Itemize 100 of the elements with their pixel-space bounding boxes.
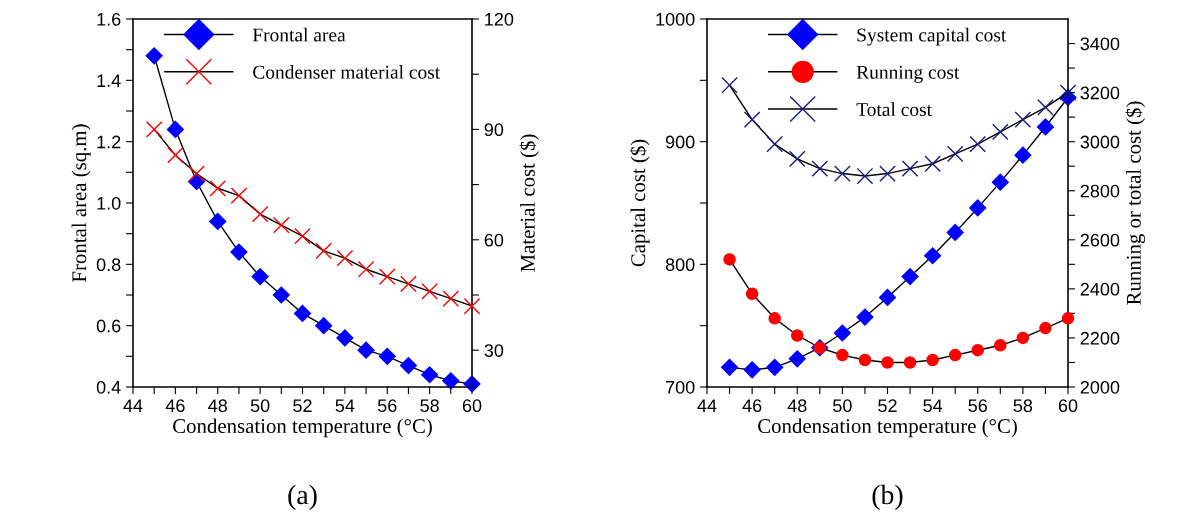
point [991, 173, 1009, 191]
point [723, 253, 736, 266]
point [881, 356, 894, 369]
point [230, 243, 248, 261]
point [1036, 118, 1054, 136]
y2-tick-label: 90 [484, 123, 504, 137]
point [878, 288, 897, 307]
point [903, 356, 917, 369]
x-tick-label: 48 [787, 399, 807, 413]
legend-label: Frontal area [252, 27, 346, 42]
x-axis-title: Condensation temperature (°C) [173, 418, 432, 438]
point [442, 290, 460, 308]
point [879, 165, 896, 182]
point [230, 187, 248, 204]
point [378, 268, 396, 285]
y2-tick-label: 30 [484, 344, 504, 357]
point [946, 223, 964, 241]
x-tick-label: 50 [833, 399, 852, 413]
y2-tick-label: 2200 [1080, 331, 1120, 345]
point [399, 356, 417, 375]
y2-tick-label: 3200 [1080, 86, 1120, 100]
point [856, 167, 874, 185]
x-tick-label: 50 [250, 399, 270, 413]
point [421, 366, 439, 384]
point [1039, 321, 1052, 335]
point [745, 287, 759, 301]
y-tick-label: 0.4 [96, 380, 121, 394]
point [272, 216, 290, 234]
y-tick-label: 800 [665, 258, 695, 272]
x-tick-label: 60 [1058, 399, 1078, 413]
point [209, 212, 227, 230]
y-axis-title: Capital cost ($) [629, 139, 650, 267]
point [357, 341, 375, 359]
x-axis-title: Condensation temperature (°C) [758, 418, 1017, 438]
y2-tick-label: 2000 [1080, 380, 1120, 394]
point [971, 343, 985, 357]
point [336, 329, 354, 347]
point [251, 205, 269, 223]
y2-tick-label: 2400 [1080, 282, 1120, 296]
point [969, 135, 987, 153]
x-tick-label: 46 [742, 399, 762, 413]
y2-axis-title: Running or total cost ($) [1125, 101, 1146, 305]
x-tick-label: 54 [335, 399, 355, 413]
legend-label: System capital cost [857, 27, 1007, 46]
y2-tick-label: 2800 [1080, 184, 1120, 198]
point [1016, 331, 1030, 345]
x-tick-label: 58 [420, 399, 439, 413]
point [251, 268, 269, 286]
point [378, 347, 396, 365]
y-tick-label: 0.6 [96, 319, 121, 333]
y-tick-label: 1.0 [97, 196, 121, 210]
point [315, 317, 333, 335]
y2-tick-label: 2600 [1080, 233, 1120, 247]
point [833, 324, 851, 342]
point [293, 304, 312, 322]
point [166, 120, 184, 138]
point [1061, 312, 1075, 325]
x-tick-label: 54 [923, 399, 943, 413]
point [788, 350, 806, 368]
x-tick-label: 52 [878, 399, 897, 413]
point [948, 348, 962, 362]
point [924, 247, 942, 265]
point [766, 358, 784, 376]
x-tick-label: 56 [968, 399, 987, 413]
point [926, 353, 939, 367]
point [991, 123, 1009, 141]
point [836, 348, 849, 362]
legend-label: Condenser material cost [253, 65, 441, 79]
point [400, 275, 417, 293]
point [721, 76, 738, 94]
point [336, 249, 354, 267]
point [188, 165, 205, 182]
point [145, 47, 163, 65]
x-tick-label: 48 [208, 399, 228, 413]
point [1014, 111, 1032, 128]
text: (a) [288, 484, 317, 510]
y2-axis-title: Material cost ($) [519, 134, 539, 272]
y-tick-label: 1000 [656, 12, 695, 26]
point [721, 358, 739, 376]
point [994, 339, 1007, 352]
point [901, 160, 919, 177]
point [167, 146, 184, 164]
point [788, 150, 806, 168]
point [856, 308, 874, 326]
point [1014, 146, 1032, 164]
legend-label: Total cost [856, 102, 932, 117]
point [1037, 98, 1054, 116]
x-tick-label: 46 [165, 399, 185, 413]
y-tick-label: 0.8 [96, 258, 121, 272]
legend-label: Running cost [856, 65, 960, 83]
x-tick-label: 44 [123, 399, 143, 412]
point [790, 329, 804, 342]
x-tick-label: 44 [697, 399, 717, 412]
y-tick-label: 900 [665, 135, 695, 149]
point [946, 145, 964, 163]
point [924, 155, 941, 173]
x-tick-label: 56 [377, 399, 397, 413]
point [858, 353, 872, 367]
point [463, 297, 481, 315]
point [901, 268, 919, 286]
